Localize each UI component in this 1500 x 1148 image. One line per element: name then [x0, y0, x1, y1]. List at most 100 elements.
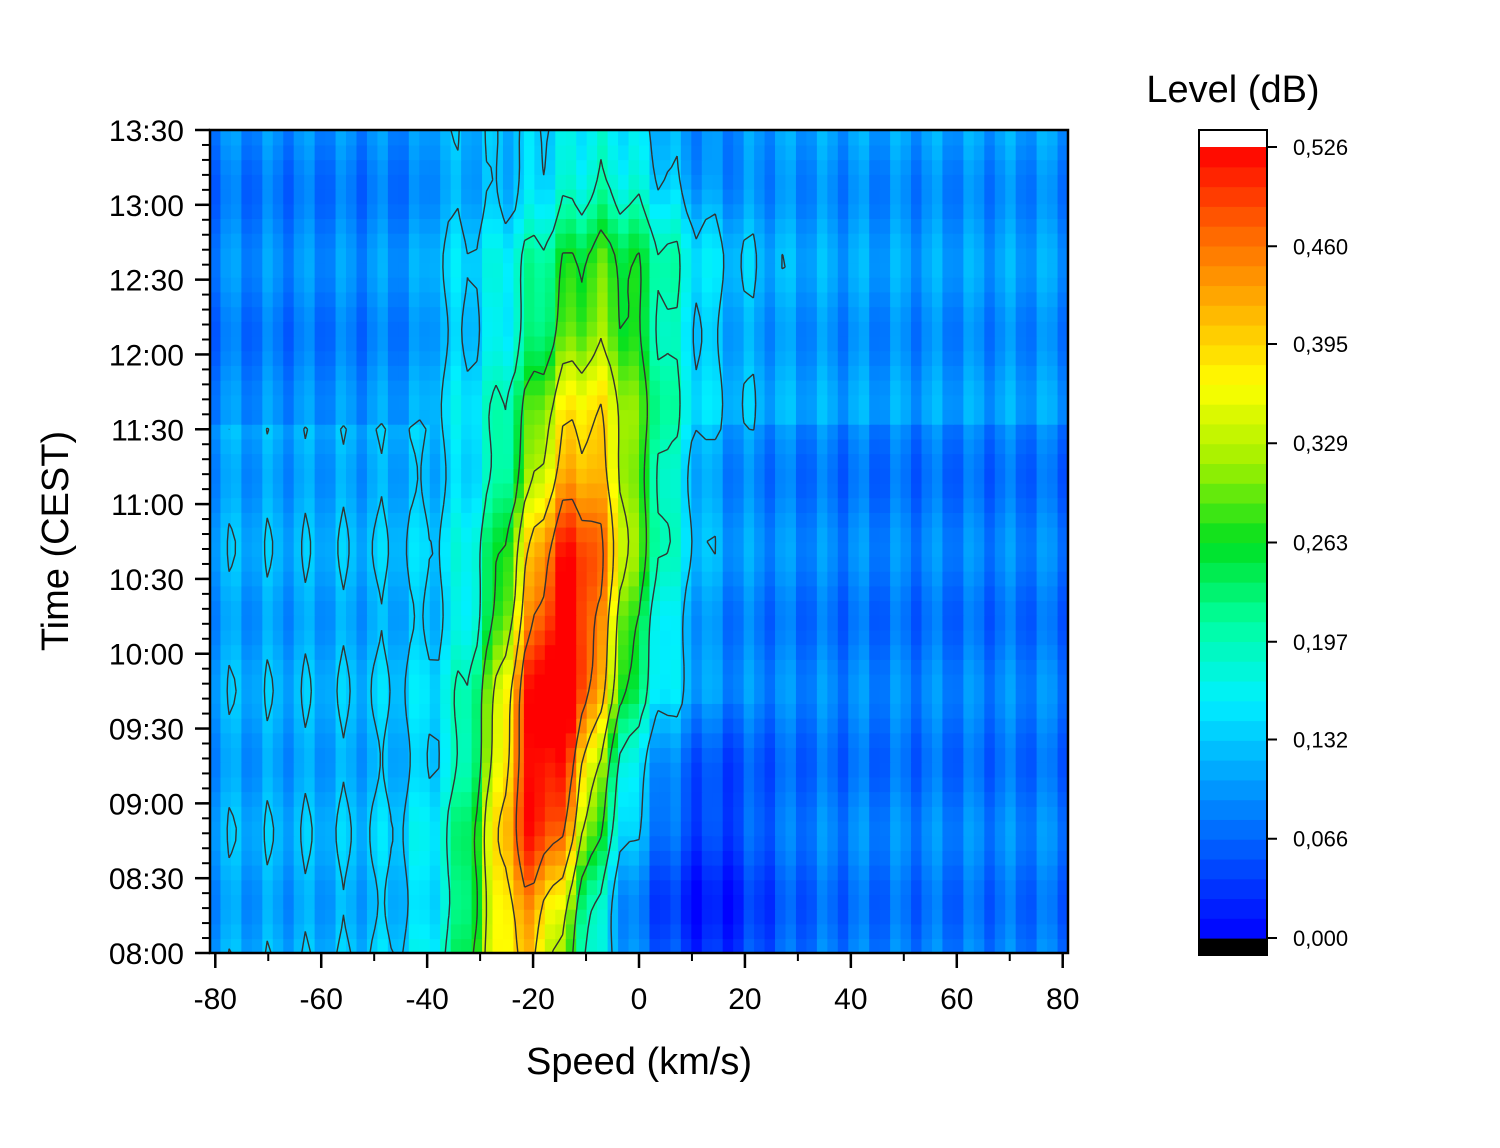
heatmap-cell: [848, 894, 860, 910]
heatmap-cell: [670, 747, 682, 763]
heatmap-cell: [691, 468, 703, 484]
heatmap-cell: [597, 291, 609, 308]
heatmap-cell: [283, 688, 295, 704]
heatmap-cell: [994, 556, 1007, 572]
heatmap-cell: [429, 306, 441, 322]
heatmap-cell: [586, 144, 598, 161]
heatmap-cell: [963, 247, 975, 264]
heatmap-cell: [649, 761, 661, 778]
heatmap-cell: [1005, 276, 1017, 293]
heatmap-cell: [356, 526, 368, 543]
heatmap-cell: [346, 423, 358, 440]
heatmap-cell: [649, 879, 661, 896]
heatmap-cell: [869, 585, 881, 602]
heatmap-cell: [419, 835, 431, 851]
heatmap-cell: [461, 600, 473, 616]
heatmap-cell: [942, 468, 954, 484]
heatmap-cell: [325, 365, 337, 381]
heatmap-cell: [1026, 908, 1038, 925]
heatmap-cell: [733, 423, 745, 440]
heatmap-cell: [387, 835, 400, 851]
heatmap-cell: [210, 188, 222, 205]
heatmap-cell: [356, 761, 368, 778]
heatmap-cell: [272, 614, 285, 631]
heatmap-cell: [1036, 144, 1048, 161]
heatmap-cell: [890, 335, 902, 352]
heatmap-cell: [848, 232, 860, 249]
heatmap-cell: [482, 453, 494, 469]
heatmap-cell: [1047, 482, 1059, 499]
heatmap-cell: [816, 688, 829, 704]
heatmap-cell: [963, 232, 975, 249]
heatmap-cell: [1036, 350, 1048, 366]
heatmap-cell: [984, 541, 996, 557]
heatmap-cell: [419, 306, 431, 322]
heatmap-cell: [502, 791, 515, 807]
heatmap-cell: [408, 423, 421, 440]
heatmap-cell: [283, 600, 295, 616]
heatmap-cell: [733, 908, 745, 925]
heatmap-cell: [220, 394, 232, 411]
heatmap-cell: [900, 673, 912, 690]
heatmap-cell: [597, 879, 609, 896]
heatmap-cell: [628, 438, 640, 455]
heatmap-cell: [879, 747, 891, 763]
heatmap-cell: [764, 776, 776, 793]
heatmap-cell: [377, 717, 389, 734]
heatmap-cell: [795, 864, 808, 881]
heatmap-cell: [565, 747, 578, 763]
heatmap-cell: [733, 806, 745, 822]
heatmap-cell: [304, 703, 316, 719]
heatmap-cell: [534, 247, 546, 264]
heatmap-cell: [785, 512, 797, 528]
heatmap-cell: [691, 350, 703, 366]
heatmap-cell: [691, 556, 703, 572]
heatmap-cell: [440, 923, 452, 940]
heatmap-cell: [618, 585, 630, 602]
heatmap-cell: [513, 365, 525, 381]
heatmap-cell: [293, 776, 305, 793]
heatmap-cell: [890, 379, 902, 396]
heatmap-cell: [984, 365, 996, 381]
heatmap-cell: [900, 218, 912, 234]
heatmap-cell: [283, 644, 295, 660]
heatmap-cell: [283, 938, 295, 953]
heatmap-cell: [628, 806, 640, 822]
heatmap-cell: [827, 600, 839, 616]
heatmap-cell: [639, 791, 651, 807]
heatmap-cell: [513, 394, 525, 411]
heatmap-cell: [555, 835, 567, 851]
heatmap-cell: [680, 659, 693, 675]
heatmap-cell: [639, 703, 651, 719]
heatmap-cell: [440, 776, 452, 793]
heatmap-cell: [534, 232, 546, 249]
heatmap-cell: [304, 938, 316, 953]
heatmap-cell: [764, 438, 776, 455]
heatmap-cell: [314, 894, 326, 910]
heatmap-cell: [649, 453, 661, 469]
heatmap-cell: [691, 159, 703, 175]
heatmap-cell: [210, 556, 222, 572]
heatmap-cell: [492, 688, 504, 704]
heatmap-cell: [659, 247, 672, 264]
heatmap-cell: [628, 614, 640, 631]
colorbar-band: [1199, 206, 1267, 227]
heatmap-cell: [272, 262, 285, 278]
heatmap-cell: [628, 908, 640, 925]
heatmap-cell: [879, 394, 891, 411]
colorbar-band: [1199, 720, 1267, 741]
heatmap-cell: [775, 159, 787, 175]
heatmap-cell: [283, 247, 295, 264]
heatmap-cell: [670, 247, 682, 264]
heatmap-cell: [335, 894, 347, 910]
heatmap-cell: [890, 438, 902, 455]
heatmap-cell: [544, 526, 557, 543]
heatmap-cell: [502, 600, 515, 616]
heatmap-cell: [586, 923, 598, 940]
heatmap-cell: [597, 806, 609, 822]
heatmap-cell: [241, 321, 253, 337]
heatmap-cell: [262, 335, 274, 352]
heatmap-cell: [900, 850, 912, 866]
heatmap-cell: [879, 379, 891, 396]
heatmap-cell: [429, 585, 441, 602]
